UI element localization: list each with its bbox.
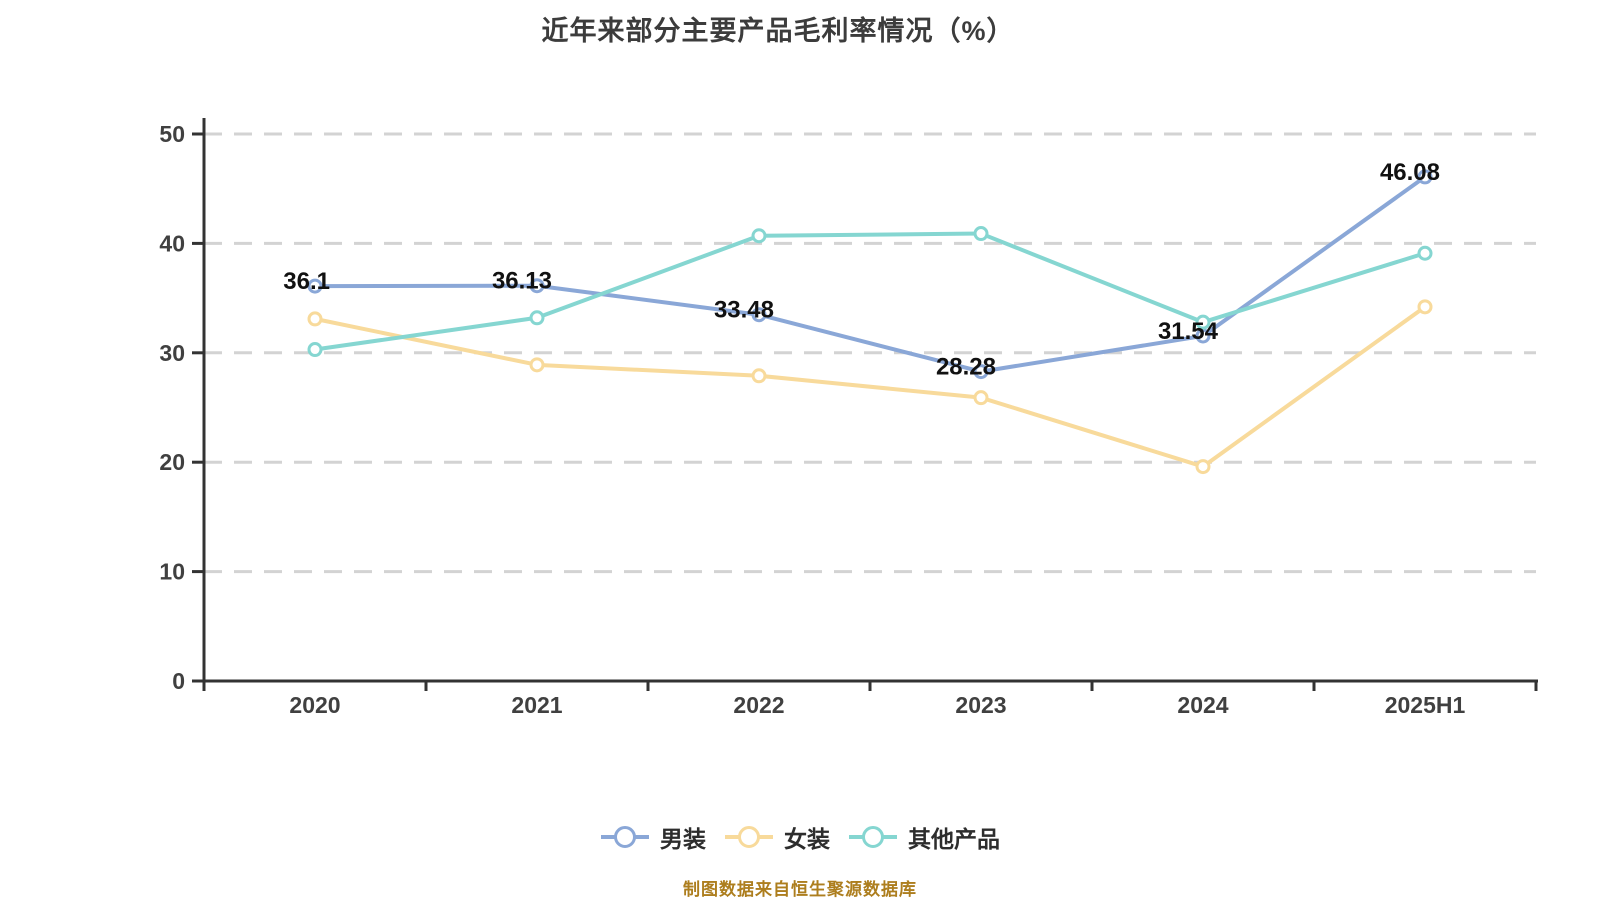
legend-item-other-products[interactable]: 其他产品 xyxy=(848,820,1000,854)
y-axis-label-0: 0 xyxy=(172,668,185,694)
x-axis-label-2021: 2021 xyxy=(511,692,562,718)
data-point-s2-2025H1[interactable] xyxy=(1417,245,1433,261)
data-point-s1-2022[interactable] xyxy=(751,368,767,384)
y-axis-label-20: 20 xyxy=(159,449,185,475)
data-point-s0-2025H1[interactable] xyxy=(1417,169,1433,185)
x-axis-label-2022: 2022 xyxy=(733,692,784,718)
series-line-0 xyxy=(313,174,1427,374)
y-axis-label-30: 30 xyxy=(159,340,185,366)
line-series-icon xyxy=(601,826,649,848)
value-label-s0-2024: 31.54 xyxy=(1158,318,1219,345)
data-point-s1-2020[interactable] xyxy=(307,311,323,327)
legend-label-menswear: 男装 xyxy=(660,826,706,852)
series-line-1 xyxy=(313,304,1427,469)
data-point-s1-2023[interactable] xyxy=(973,390,989,406)
legend-item-menswear[interactable]: 男装 xyxy=(600,820,706,854)
data-point-s2-2020[interactable] xyxy=(307,342,323,358)
line-series-icon xyxy=(725,826,773,848)
data-point-s1-2025H1[interactable] xyxy=(1417,299,1433,315)
data-point-s2-2022[interactable] xyxy=(751,228,767,244)
data-source-note: 制图数据来自恒生聚源数据库 xyxy=(683,880,917,899)
x-axis-label-2020: 2020 xyxy=(289,692,340,718)
data-point-s2-2024[interactable] xyxy=(1195,314,1211,330)
legend-label-other-products: 其他产品 xyxy=(908,826,1000,852)
data-point-s0-2020[interactable] xyxy=(307,278,323,294)
data-point-s0-2024[interactable] xyxy=(1195,328,1211,344)
series-line-2 xyxy=(313,231,1427,352)
data-point-s1-2024[interactable] xyxy=(1195,459,1211,475)
data-point-s2-2023[interactable] xyxy=(973,226,989,242)
line-chart-plot-area: 0 10 20 30 40 50 2020 2021 2022 2023 2024 2025H1 36.… xyxy=(159,118,1538,718)
data-point-s0-2023[interactable] xyxy=(973,364,989,380)
x-axis-label-2025H1: 2025H1 xyxy=(1385,692,1466,718)
x-axis-label-2024: 2024 xyxy=(1177,692,1228,718)
y-axis-label-40: 40 xyxy=(159,230,185,256)
value-label-s0-2023: 28.28 xyxy=(936,354,996,381)
chart-legend: 男装 女装 其他产品 xyxy=(0,820,1600,854)
value-label-s0-2025H1: 46.08 xyxy=(1380,159,1440,186)
line-series-icon xyxy=(849,826,897,848)
data-point-s0-2022[interactable] xyxy=(751,307,767,323)
legend-label-womenswear: 女装 xyxy=(784,826,830,852)
data-point-s2-2021[interactable] xyxy=(529,310,545,326)
y-axis-label-10: 10 xyxy=(159,559,185,585)
value-label-s0-2021: 36.13 xyxy=(492,268,552,295)
chart-title: 近年来部分主要产品毛利率情况（%） xyxy=(541,16,1015,46)
data-point-s1-2021[interactable] xyxy=(529,357,545,373)
x-axis-label-2023: 2023 xyxy=(955,692,1006,718)
legend-item-womenswear[interactable]: 女装 xyxy=(724,820,830,854)
value-label-s0-2020: 36.1 xyxy=(283,268,330,295)
y-axis-label-50: 50 xyxy=(159,121,185,147)
data-point-s0-2021[interactable] xyxy=(529,278,545,294)
value-label-s0-2022: 33.48 xyxy=(714,297,774,324)
